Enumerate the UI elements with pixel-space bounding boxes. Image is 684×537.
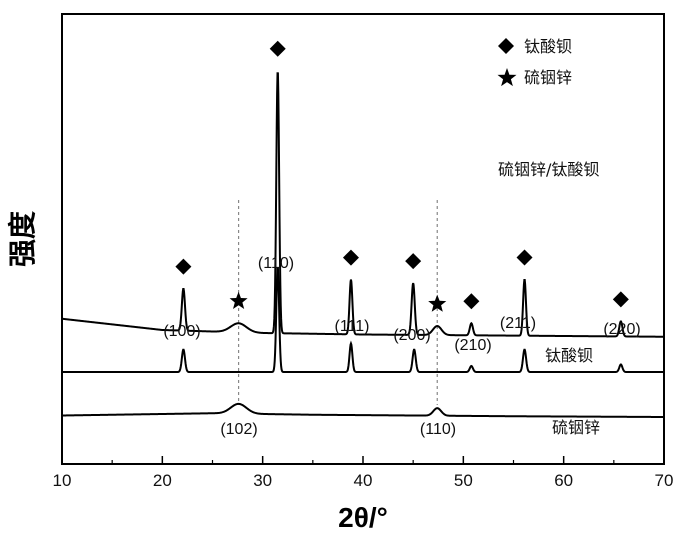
peak-diamond-icon [405,253,421,269]
peak-diamond-icon [613,291,629,307]
annotation-bto-100: (100) [163,323,200,340]
annotation-bto-220: (220) [603,321,640,338]
legend-star-icon [498,68,517,86]
x-tick-label: 50 [454,471,473,490]
legend-label-bto: 钛酸钡 [524,37,572,56]
peak-diamond-icon [270,41,286,57]
series-line-composite [62,73,664,336]
x-tick-label: 20 [153,471,172,490]
legend-label-zis: 硫铟锌 [524,68,572,87]
x-tick-label: 10 [53,471,72,490]
series-label-zis: 硫铟锌 [552,418,600,437]
peak-diamond-icon [343,250,359,266]
annotation-bto-200: (200) [393,327,430,344]
x-axis-title: 2θ/° [338,502,388,533]
annotation-bto-111: (111) [335,318,370,335]
annotation-zis-110: (110) [420,421,456,438]
x-tick-label: 70 [655,471,674,490]
series-line-zis [62,404,664,417]
x-tick-label: 30 [253,471,272,490]
annotation-bto-211: (211) [500,315,536,332]
x-tick-label: 60 [554,471,573,490]
x-tick-label: 40 [354,471,373,490]
annotation-bto-210: (210) [454,337,491,354]
series-label-bto: 钛酸钡 [545,346,593,365]
peak-diamond-icon [175,259,191,275]
peak-diamond-icon [463,293,479,309]
peak-diamond-icon [517,249,533,265]
series-label-composite: 硫铟锌/钛酸钡 [498,160,599,179]
x-axis-ticks: 10 20 30 40 50 60 70 [53,456,674,490]
y-axis-title: 强度 [6,211,39,267]
plot-frame [62,14,664,464]
legend-diamond-icon [498,38,514,54]
legend: 钛酸钡 硫铟锌 [498,37,573,87]
peak-star-icon [230,292,248,309]
annotation-bto-110: (110) [258,255,294,272]
annotation-zis-102: (102) [220,421,257,438]
